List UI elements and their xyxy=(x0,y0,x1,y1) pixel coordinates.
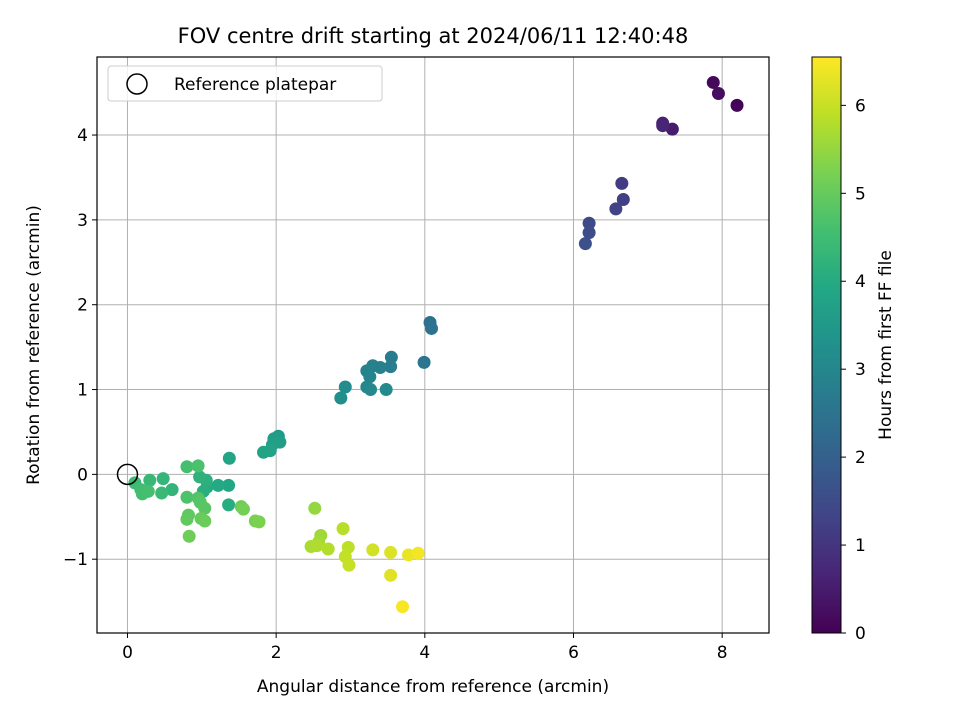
data-point xyxy=(165,483,179,497)
data-point xyxy=(222,498,236,512)
x-axis-label: Angular distance from reference (arcmin) xyxy=(257,677,609,697)
data-point xyxy=(379,383,393,397)
x-tick-label: 0 xyxy=(122,643,133,663)
colorbar xyxy=(811,56,842,634)
data-point xyxy=(364,383,378,397)
colorbar-tick-label: 4 xyxy=(855,272,866,292)
data-point xyxy=(180,460,194,474)
data-point xyxy=(211,478,225,492)
data-point xyxy=(198,501,212,515)
data-point xyxy=(252,515,266,529)
data-point xyxy=(198,514,212,528)
data-point xyxy=(308,501,322,515)
x-axis-ticks: 0 2 4 6 8 xyxy=(122,633,728,663)
y-tick-label: −1 xyxy=(63,550,88,570)
data-point xyxy=(616,193,630,207)
data-point xyxy=(155,486,169,500)
data-point xyxy=(656,119,670,133)
y-tick-label: 0 xyxy=(77,465,88,485)
data-point xyxy=(384,350,398,364)
data-point xyxy=(222,451,236,465)
data-point xyxy=(609,202,623,216)
data-points xyxy=(128,75,744,614)
data-point xyxy=(143,473,157,487)
y-tick-label: 1 xyxy=(77,381,88,401)
colorbar-tick-label: 1 xyxy=(855,536,866,556)
colorbar-tick-label: 6 xyxy=(855,96,866,116)
data-point xyxy=(384,360,398,374)
data-point xyxy=(338,380,352,394)
data-point xyxy=(615,176,629,190)
data-point xyxy=(342,558,356,572)
legend: Reference platepar xyxy=(107,65,383,102)
data-point xyxy=(396,600,410,614)
chart-title: FOV centre drift starting at 2024/06/11 … xyxy=(178,24,689,48)
x-tick-label: 4 xyxy=(419,643,430,663)
data-point xyxy=(191,459,205,473)
data-point xyxy=(363,370,377,384)
data-point xyxy=(141,484,155,498)
data-point xyxy=(706,75,720,89)
data-point xyxy=(582,216,596,230)
data-point xyxy=(182,529,196,543)
data-point xyxy=(384,568,398,582)
data-point xyxy=(257,445,271,459)
data-point xyxy=(336,522,350,536)
legend-label: Reference platepar xyxy=(174,75,336,95)
plot-frame xyxy=(96,56,770,634)
data-point xyxy=(180,490,194,504)
y-tick-label: 3 xyxy=(77,211,88,231)
data-point xyxy=(334,391,348,405)
data-point xyxy=(411,546,425,560)
data-point xyxy=(366,543,380,557)
colorbar-tick-label: 0 xyxy=(855,624,866,644)
reference-marker-group xyxy=(116,463,139,486)
data-point xyxy=(310,539,324,553)
x-tick-label: 2 xyxy=(271,643,282,663)
data-point xyxy=(236,502,250,516)
colorbar-tick-label: 2 xyxy=(855,448,866,468)
data-point xyxy=(180,512,194,526)
data-point xyxy=(425,321,439,335)
data-point xyxy=(711,86,725,100)
data-point xyxy=(321,542,335,556)
data-point xyxy=(222,478,236,492)
data-point xyxy=(384,545,398,559)
data-point xyxy=(578,237,592,251)
colorbar-tick-label: 3 xyxy=(855,360,866,380)
data-point xyxy=(730,98,744,112)
data-point xyxy=(582,226,596,240)
reference-platepar-marker xyxy=(116,463,139,486)
data-point xyxy=(156,472,170,486)
y-axis-ticks: −1 0 1 2 3 4 xyxy=(63,126,97,570)
y-axis-label: Rotation from reference (arcmin) xyxy=(24,205,44,485)
colorbar-ticks: 0 1 2 3 4 5 6 xyxy=(841,96,866,644)
colorbar-tick-label: 5 xyxy=(855,184,866,204)
y-tick-label: 2 xyxy=(77,296,88,316)
legend-open-circle-icon xyxy=(126,73,148,95)
data-point xyxy=(401,548,415,562)
data-point xyxy=(193,470,207,484)
legend-box xyxy=(107,65,383,102)
y-tick-label: 4 xyxy=(77,126,88,146)
x-tick-label: 6 xyxy=(568,643,579,663)
grid-lines xyxy=(97,57,769,633)
plot-area xyxy=(97,57,769,633)
data-point xyxy=(417,355,431,369)
colorbar-label: Hours from first FF file xyxy=(876,250,896,440)
x-tick-label: 8 xyxy=(717,643,728,663)
